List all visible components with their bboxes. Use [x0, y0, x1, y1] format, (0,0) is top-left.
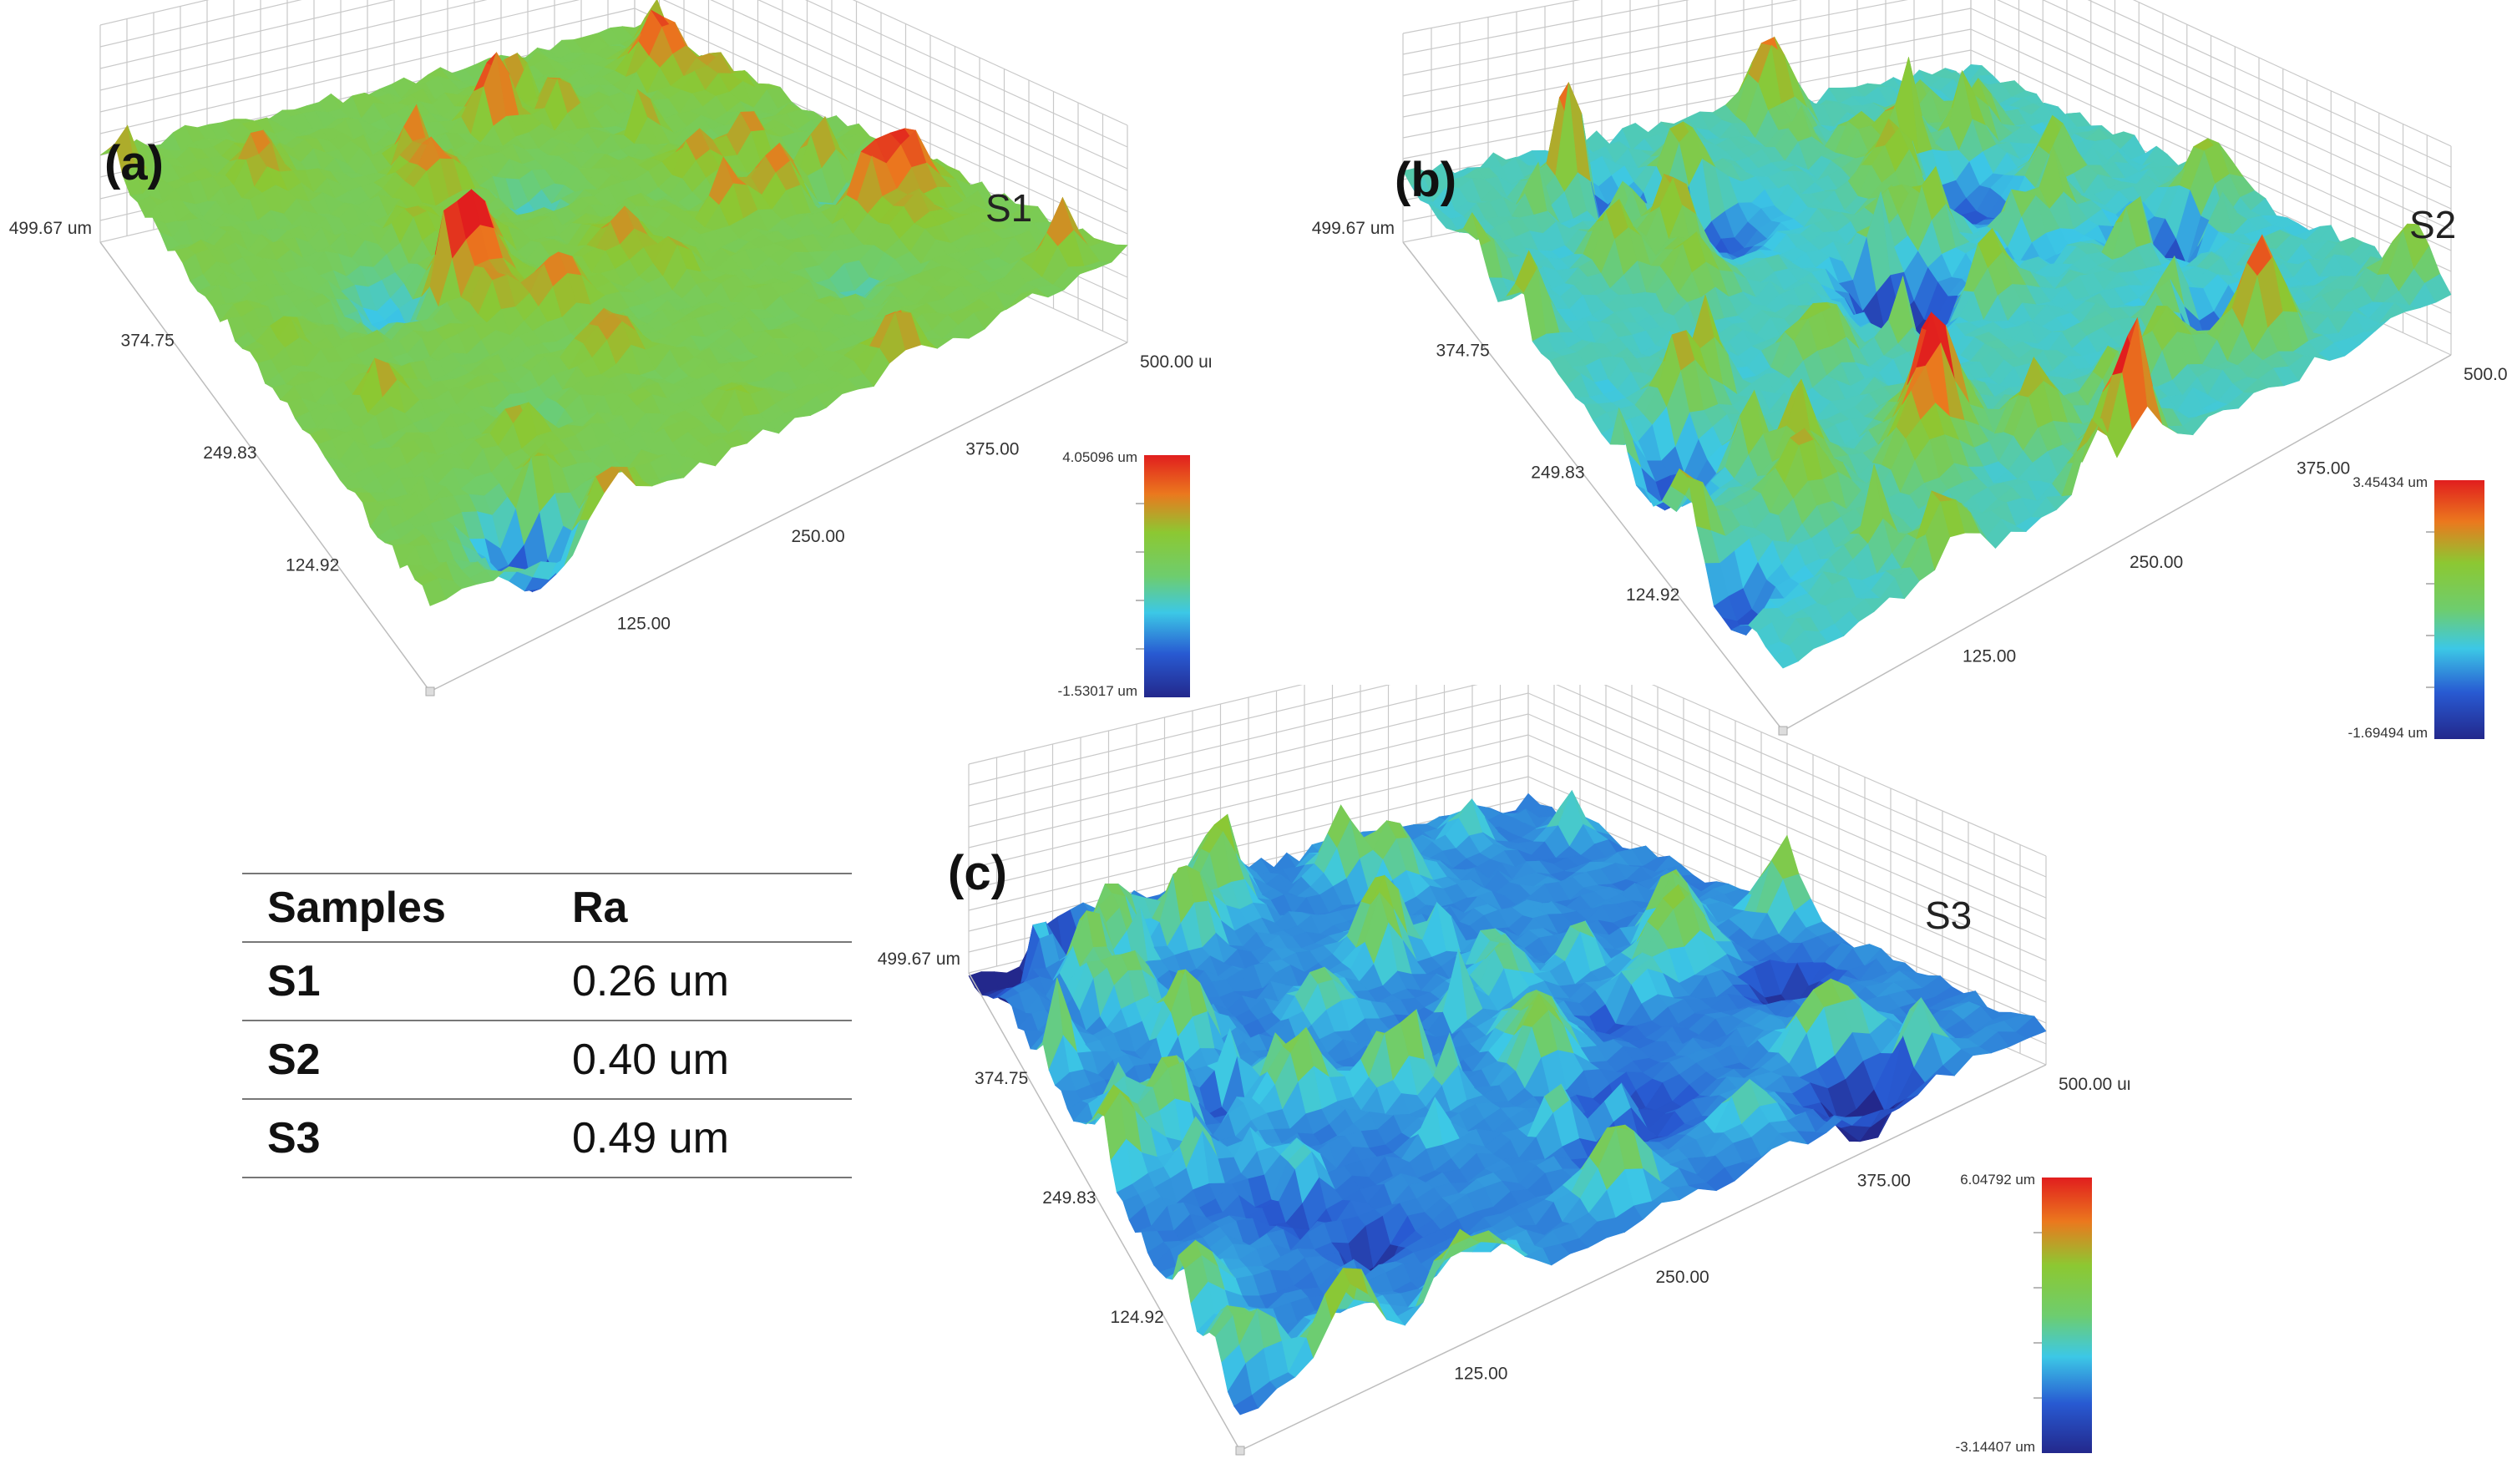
colorbar-max-label: 3.45434 um	[2353, 474, 2428, 490]
ra-value: 0.26 um	[572, 957, 729, 1005]
ra-header-samples: Samples	[267, 884, 446, 932]
x-tick-label: 500.00 um	[2059, 1075, 2130, 1094]
x-tick-label: 250.00	[792, 527, 845, 546]
surface-plot-s3: 125.00 250.00 375.00 500.00 um 124.92 249.83 3…	[878, 685, 2130, 1456]
ra-table-row: S3 0.49 um	[242, 1098, 852, 1178]
y-tick-label: 124.92	[1111, 1308, 1164, 1327]
y-tick-label: 124.92	[286, 556, 339, 575]
ra-value: 0.49 um	[572, 1114, 729, 1162]
ra-table-row: S1 0.26 um	[242, 941, 852, 1020]
ra-sample-name: S3	[267, 1114, 321, 1162]
x-tick-label: 125.00	[1963, 647, 2016, 666]
colorbar-min-label: -1.53017 um	[1058, 683, 1137, 699]
y-tick-label: 499.67 um	[1312, 219, 1395, 238]
ra-table-row: S2 0.40 um	[242, 1020, 852, 1098]
y-tick-label: 249.83	[1531, 463, 1584, 483]
colorbar-min-label: -3.14407 um	[1956, 1439, 2035, 1455]
x-tick-label: 250.00	[1656, 1268, 1709, 1287]
colorbar-max-label: 4.05096 um	[1062, 449, 1137, 465]
sample-name: S1	[985, 186, 1032, 230]
ra-sample-name: S2	[267, 1036, 321, 1084]
panel-label: (a)	[104, 136, 164, 190]
surface-plot-s1: 125.00 250.00 375.00 500.00 um 124.92 249.83 3…	[9, 0, 1211, 699]
y-tick-label: 249.83	[203, 443, 256, 463]
x-tick-label: 375.00	[965, 440, 1019, 459]
ra-sample-name: S1	[267, 957, 321, 1005]
sample-name: S2	[2409, 203, 2456, 246]
y-tick-label: 499.67 um	[878, 950, 960, 969]
y-tick-label: 374.75	[975, 1069, 1028, 1088]
x-tick-label: 500.00 um	[2464, 365, 2507, 384]
colorbar	[1144, 455, 1190, 697]
ra-header-ra: Ra	[572, 884, 628, 932]
sample-name: S3	[1925, 894, 1972, 937]
ra-table: Samples Ra S1 0.26 um S2 0.40 um S3 0.49…	[242, 873, 852, 1178]
panel-c: 125.00 250.00 375.00 500.00 um 124.92 249.83 3…	[877, 685, 2130, 1484]
y-tick-label: 249.83	[1042, 1188, 1096, 1208]
x-tick-label: 250.00	[2130, 553, 2183, 572]
y-tick-label: 374.75	[1436, 341, 1490, 360]
x-tick-label: 125.00	[1454, 1365, 1507, 1384]
panel-a: 125.00 250.00 375.00 500.00 um 124.92 249.83 3…	[0, 0, 1211, 718]
ra-value: 0.40 um	[572, 1036, 729, 1084]
ra-table-header: Samples Ra	[242, 873, 852, 941]
x-tick-label: 375.00	[2297, 459, 2350, 479]
y-tick-label: 499.67 um	[9, 219, 92, 238]
y-tick-label: 124.92	[1626, 585, 1679, 605]
surface-plot-s2: 125.00 250.00 375.00 500.00 um 124.92 249.83 3…	[1312, 0, 2507, 741]
panel-label: (b)	[1395, 153, 1456, 207]
panel-b: 125.00 250.00 375.00 500.00 um 124.92 249.83 3…	[1303, 0, 2507, 752]
x-tick-label: 375.00	[1857, 1172, 1911, 1191]
y-tick-label: 374.75	[121, 332, 175, 351]
colorbar	[2434, 480, 2484, 739]
panel-label: (c)	[948, 846, 1007, 900]
colorbar-max-label: 6.04792 um	[1960, 1172, 2035, 1188]
x-tick-label: 500.00 um	[1140, 352, 1211, 372]
colorbar	[2042, 1178, 2092, 1453]
colorbar-min-label: -1.69494 um	[2348, 725, 2428, 741]
x-tick-label: 125.00	[617, 615, 671, 634]
